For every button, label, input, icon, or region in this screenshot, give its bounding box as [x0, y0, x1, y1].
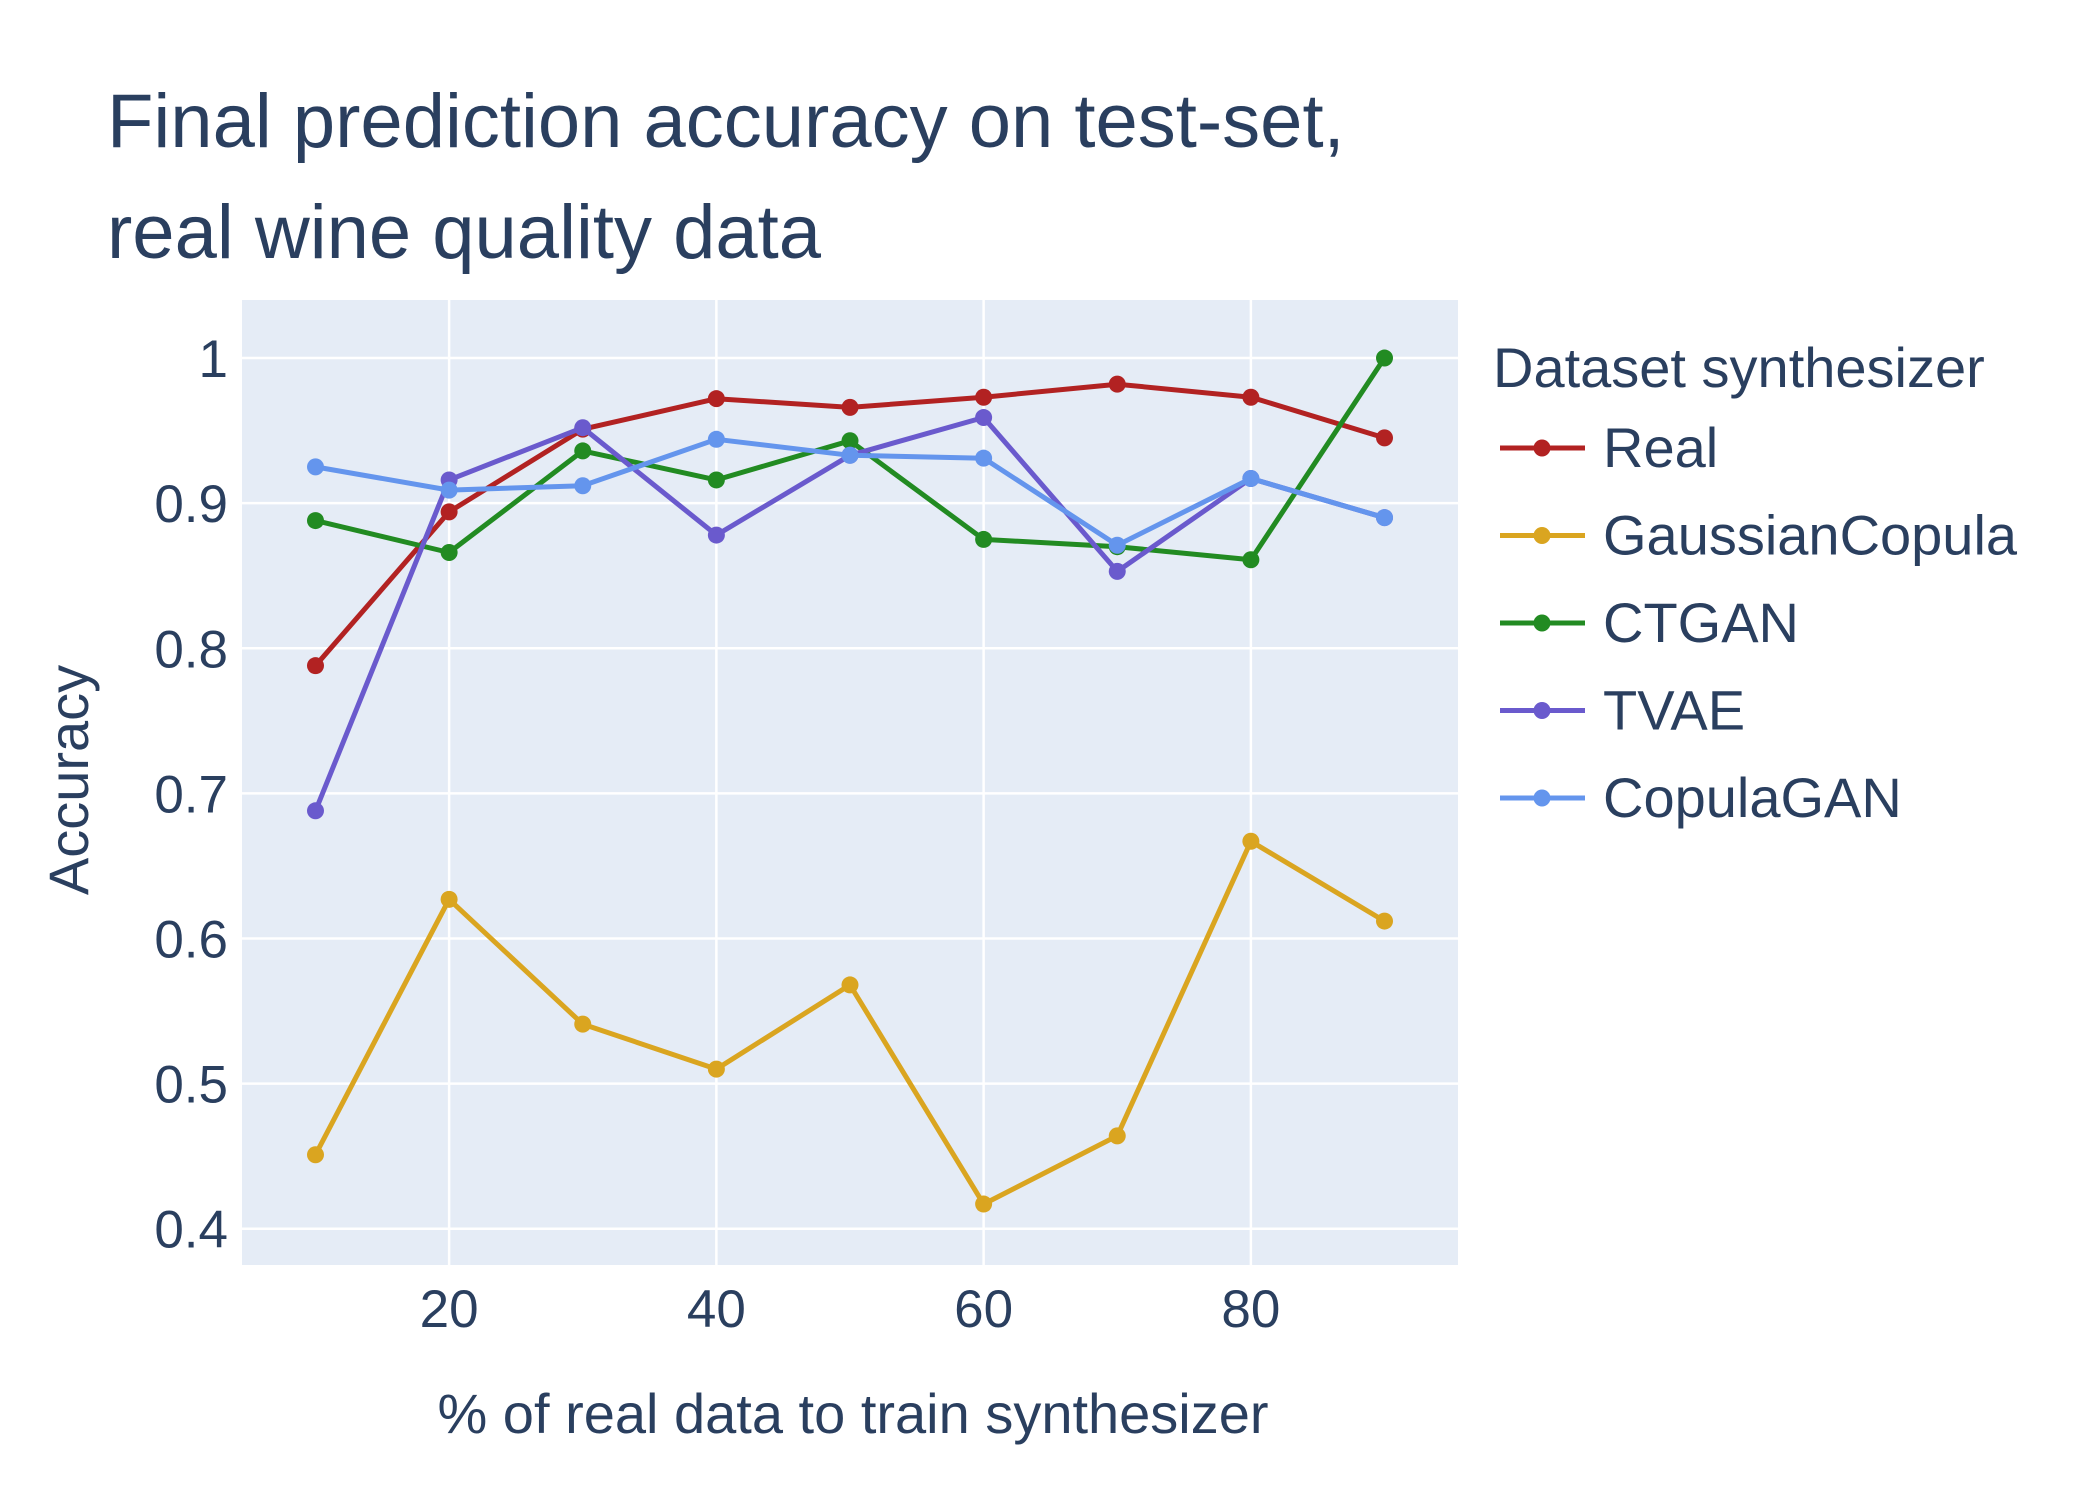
- data-point: [1108, 562, 1126, 580]
- series-gaussiancopula: [306, 832, 1394, 1213]
- legend-label: Real: [1603, 416, 1718, 479]
- legend-item-real[interactable]: Real: [1500, 416, 1718, 479]
- x-tick-label: 80: [1221, 1280, 1280, 1339]
- chart-title-line2: real wine quality data: [107, 190, 822, 275]
- data-point: [841, 446, 859, 464]
- y-tick-label: 0.5: [154, 1056, 228, 1115]
- data-point: [574, 1015, 592, 1033]
- data-point: [841, 976, 859, 994]
- data-point: [975, 409, 993, 427]
- data-point: [975, 388, 993, 406]
- y-axis-label: Accuracy: [37, 665, 100, 895]
- legend-item-copulagan[interactable]: CopulaGAN: [1500, 766, 1902, 829]
- data-point: [306, 802, 324, 820]
- y-tick-label: 0.6: [154, 910, 228, 969]
- data-point: [574, 477, 592, 495]
- legend-label: GaussianCopula: [1603, 504, 2018, 567]
- x-axis-label: % of real data to train synthesizer: [437, 1382, 1268, 1445]
- legend-swatch-marker: [1533, 702, 1551, 719]
- data-point: [574, 442, 592, 460]
- data-point: [440, 481, 458, 499]
- data-point: [1376, 912, 1394, 930]
- data-point: [1242, 551, 1260, 569]
- y-tick-label: 0.8: [154, 620, 228, 679]
- legend-item-ctgan[interactable]: CTGAN: [1500, 591, 1799, 654]
- data-point: [707, 526, 725, 544]
- data-point: [1376, 509, 1394, 527]
- gridlines: [242, 300, 1458, 1265]
- x-tick-label: 60: [954, 1280, 1013, 1339]
- data-point: [1376, 429, 1394, 447]
- data-point: [1242, 469, 1260, 487]
- chart-title-line1: Final prediction accuracy on test-set,: [107, 79, 1345, 164]
- data-point: [440, 503, 458, 521]
- y-tick-label: 0.4: [154, 1201, 228, 1260]
- data-point: [306, 512, 324, 530]
- x-tick-label: 40: [687, 1280, 746, 1339]
- data-point: [1376, 349, 1394, 367]
- data-point: [440, 543, 458, 561]
- data-point: [707, 1060, 725, 1078]
- data-point: [841, 432, 859, 450]
- legend-swatch-marker: [1533, 527, 1551, 544]
- data-point: [1108, 375, 1126, 393]
- legend-title: Dataset synthesizer: [1493, 336, 1985, 399]
- legend-swatch-marker: [1533, 614, 1551, 632]
- data-point: [440, 890, 458, 908]
- data-point: [1108, 536, 1126, 554]
- data-point: [306, 1146, 324, 1164]
- data-point: [707, 471, 725, 489]
- legend-item-tvae[interactable]: TVAE: [1500, 679, 1745, 742]
- legend-swatch-marker: [1533, 439, 1551, 457]
- y-axis-ticks: 0.4 0.5 0.6 0.7 0.8 0.9 1: [154, 330, 228, 1260]
- series-copulagan: [306, 430, 1394, 554]
- data-point: [707, 390, 725, 408]
- x-tick-label: 20: [420, 1280, 479, 1339]
- legend-item-gaussiancopula[interactable]: GaussianCopula: [1500, 504, 2018, 567]
- data-point: [707, 430, 725, 448]
- data-point: [574, 419, 592, 437]
- series-layer: [306, 349, 1394, 1213]
- legend: Dataset synthesizer Real GaussianCopula CT…: [1493, 336, 2018, 829]
- legend-label: CTGAN: [1603, 591, 1799, 654]
- data-point: [1242, 832, 1260, 850]
- y-tick-label: 0.9: [154, 475, 228, 534]
- legend-swatch-marker: [1533, 789, 1551, 807]
- data-point: [306, 657, 324, 675]
- y-tick-label: 1: [199, 330, 228, 389]
- data-point: [1108, 1127, 1126, 1145]
- y-tick-label: 0.7: [154, 765, 228, 824]
- data-point: [975, 449, 993, 467]
- data-point: [306, 458, 324, 476]
- data-point: [975, 530, 993, 548]
- x-axis-ticks: 20 40 60 80: [420, 1280, 1281, 1339]
- legend-label: TVAE: [1603, 679, 1745, 742]
- data-point: [975, 1195, 993, 1213]
- data-point: [841, 398, 859, 416]
- legend-label: CopulaGAN: [1603, 766, 1902, 829]
- data-point: [1242, 388, 1260, 406]
